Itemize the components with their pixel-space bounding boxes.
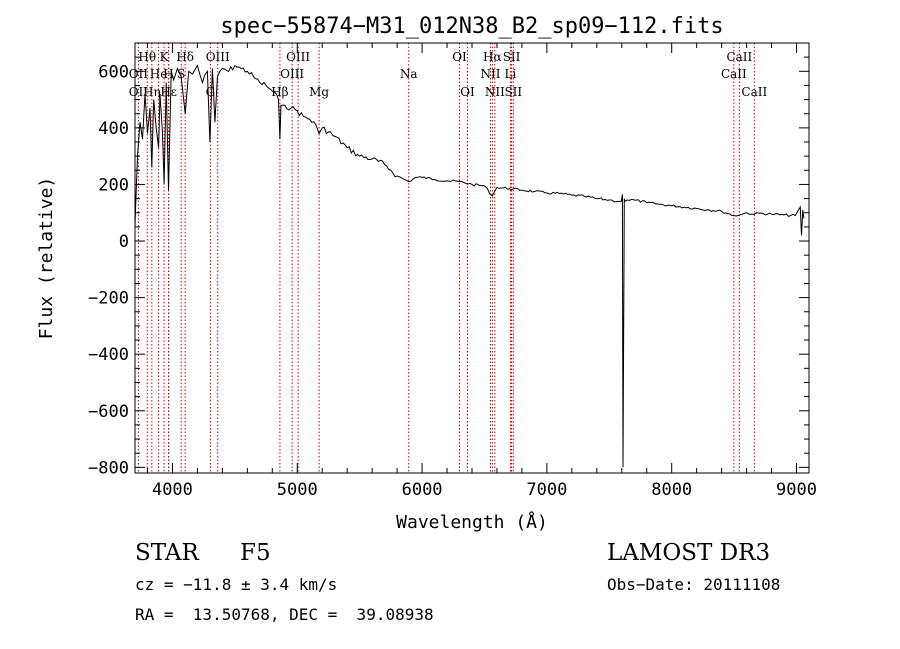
emission-line-markers bbox=[137, 43, 755, 473]
y-axis-ticks: −800 −600 −400 −200 0 200 400 600 bbox=[88, 56, 809, 478]
emission-line-label: He bbox=[150, 67, 168, 81]
plot-frame bbox=[134, 42, 810, 474]
emission-line-label: Hα bbox=[483, 50, 502, 64]
ra-dec-coordinates: RA = 13.50768, DEC = 39.08938 bbox=[135, 605, 434, 624]
y-tick-label: −800 bbox=[88, 458, 129, 478]
spectrum-series-line bbox=[134, 64, 805, 468]
y-tick-label: 200 bbox=[98, 175, 129, 195]
emission-line-label: Hη bbox=[143, 85, 161, 99]
observation-date: Obs−Date: 20111108 bbox=[607, 575, 781, 594]
y-tick-label: −600 bbox=[88, 402, 129, 422]
chart-title: spec−55874−M31_012N38_B2_sp09−112.fits bbox=[220, 14, 723, 39]
x-tick-label: 8000 bbox=[651, 480, 692, 500]
y-tick-label: −200 bbox=[88, 289, 129, 309]
emission-line-label: OIII bbox=[286, 50, 310, 64]
emission-line-label: OII bbox=[129, 67, 149, 81]
emission-line-label: SII bbox=[503, 50, 521, 64]
y-axis-label: Flux (relative) bbox=[36, 177, 57, 340]
emission-line-label: CaII bbox=[726, 50, 752, 64]
emission-line-label: CaII bbox=[741, 85, 767, 99]
emission-line-label: OI bbox=[460, 85, 475, 99]
y-tick-label: −400 bbox=[88, 345, 129, 365]
emission-line-label: NII bbox=[485, 85, 505, 99]
redshift-cz: cz = −11.8 ± 3.4 km/s bbox=[135, 575, 338, 594]
emission-line-label: K bbox=[160, 50, 170, 64]
emission-line-label: Li bbox=[505, 67, 517, 81]
emission-line-label: Na bbox=[400, 67, 418, 81]
emission-line-label: Hθ bbox=[138, 50, 156, 64]
survey-name: LAMOST DR3 bbox=[607, 540, 771, 566]
emission-line-label: OIII bbox=[206, 50, 230, 64]
y-tick-label: 600 bbox=[98, 62, 129, 82]
x-tick-label: 4000 bbox=[152, 480, 193, 500]
x-axis-label: Wavelength (Å) bbox=[396, 511, 548, 533]
x-tick-label: 9000 bbox=[776, 480, 817, 500]
x-axis-ticks: 4000 5000 6000 7000 8000 9000 bbox=[146, 43, 817, 500]
emission-line-label: Hβ bbox=[271, 85, 288, 99]
emission-line-label: OII bbox=[129, 85, 149, 99]
x-tick-label: 6000 bbox=[402, 480, 443, 500]
emission-line-label: G bbox=[206, 85, 216, 99]
x-tick-label: 5000 bbox=[277, 480, 318, 500]
emission-line-label: OIII bbox=[280, 67, 304, 81]
emission-line-label: OI bbox=[452, 50, 467, 64]
y-tick-label: 0 bbox=[119, 232, 129, 252]
emission-line-label: SII bbox=[504, 85, 522, 99]
emission-line-label: Hε bbox=[160, 85, 177, 99]
emission-line-label: Hδ bbox=[176, 50, 194, 64]
x-tick-label: 7000 bbox=[526, 480, 567, 500]
emission-line-label: H bbox=[163, 67, 173, 81]
y-tick-label: 400 bbox=[98, 119, 129, 139]
object-class: STAR bbox=[135, 540, 199, 566]
emission-line-label: NII bbox=[480, 67, 500, 81]
emission-line-label: CaII bbox=[721, 67, 747, 81]
object-subclass: F5 bbox=[240, 540, 271, 566]
emission-line-label: S bbox=[177, 67, 185, 81]
emission-line-label: Mg bbox=[309, 85, 329, 99]
